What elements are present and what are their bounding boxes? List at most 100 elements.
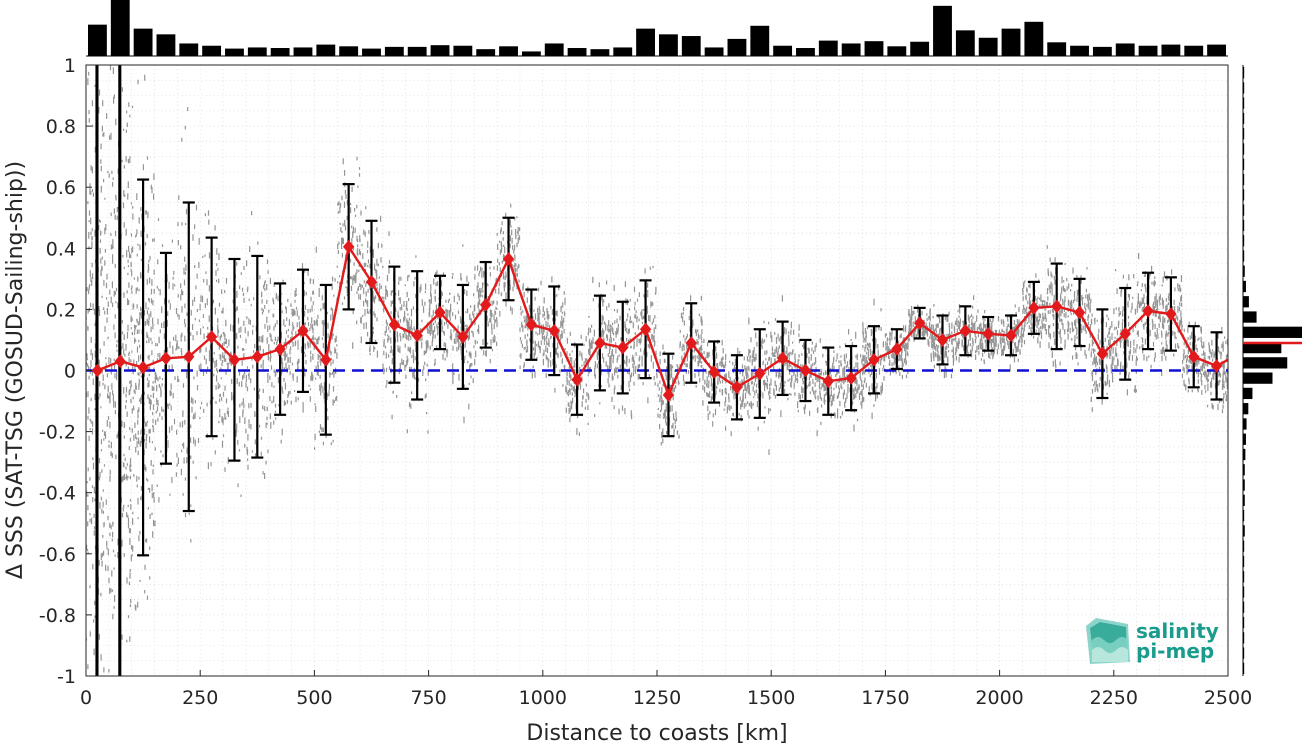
y-tick-label: 0.6 [46,177,76,199]
top-histogram-bar [704,47,724,56]
right-histogram-bar [1243,494,1245,506]
mean-marker [1142,304,1154,318]
top-histogram-bar [1207,44,1226,56]
mean-marker [1028,301,1040,315]
mean-marker [571,372,583,387]
right-histogram-bar [1243,143,1245,155]
right-histogram-bar [1243,311,1257,323]
y-axis-ticks: -1 -0.8 -0.6 -0.4 -0.2 0 0.2 0.4 0.6 0.8 1 [39,55,92,688]
top-histogram-bar [1047,42,1067,56]
right-histogram-bar [1243,418,1247,430]
salinity-pi-mep-logo: salinity pi-mep [1086,618,1219,664]
x-tick-label: 0 [80,687,92,709]
mean-marker [708,365,720,379]
right-histogram-bar [1243,616,1245,629]
top-histogram-bar [133,28,153,56]
right-histogram-bar [1243,555,1245,568]
top-histogram-bar [1138,45,1158,56]
mean-marker [91,363,104,378]
right-histogram-bar [1243,448,1246,461]
top-histogram-bar [910,41,930,56]
mean-marker [365,275,378,289]
x-tick-label: 750 [410,687,446,709]
top-histogram-bar [156,34,176,56]
right-histogram-bar [1243,632,1245,644]
right-histogram-bar [1243,296,1249,308]
x-tick-label: 500 [296,687,332,709]
mean-marker [845,371,857,385]
y-axis-label: Δ SSS (SAT-TSG (GOSUD-Sailing-ship)) [3,161,28,579]
right-histogram-bar [1243,357,1288,369]
top-histogram-bar [384,46,404,56]
x-tick-label: 1250 [633,687,681,709]
mean-marker [868,353,880,367]
top-histogram-bar [773,45,793,56]
top-histogram-bar [933,5,952,56]
mean-marker [114,354,126,369]
top-histogram [86,0,1228,57]
logo-text-pi-mep: pi-mep [1136,639,1214,663]
top-histogram-bar [225,48,244,56]
mean-marker [228,353,241,367]
right-histogram-bar [1243,586,1245,598]
y-tick-label: 0.4 [46,238,76,260]
right-histogram-bar [1243,464,1245,476]
right-histogram-bar [1243,235,1245,247]
x-tick-label: 1750 [861,687,909,709]
top-histogram-bar [110,0,130,56]
top-histogram-bar [247,47,267,56]
y-tick-label: 0.2 [46,299,76,321]
mean-marker [457,330,469,344]
x-tick-label: 250 [182,687,218,709]
x-axis-label: Distance to coasts [km] [526,721,787,745]
x-tick-label: 2000 [975,687,1023,709]
y-tick-label: 0 [64,361,76,383]
mean-marker [388,317,400,332]
right-histogram-bar [1243,189,1245,201]
mean-marker [1051,299,1063,314]
x-tick-label: 1000 [519,687,567,709]
top-histogram-bar [430,45,450,56]
right-histogram-bar [1243,250,1245,262]
mean-marker [822,374,834,388]
mean-marker [274,342,286,356]
top-histogram-bar [476,49,496,56]
top-histogram-bar [750,25,770,56]
top-histogram-bar [293,47,313,56]
mean-marker [205,330,218,344]
top-histogram-bar [659,34,678,56]
top-histogram-bar [270,48,290,56]
top-histogram-bar [681,36,701,56]
mean-marker [1096,346,1109,361]
mean-marker [548,324,560,338]
mean-marker [754,366,766,381]
top-histogram-bar [887,46,907,56]
mean-marker [320,353,332,367]
x-tick-label: 2500 [1204,687,1252,709]
mean-marker [639,322,652,337]
mean-marker [685,336,697,350]
right-histogram-bar [1243,128,1245,140]
top-histogram-bar [499,46,518,56]
mean-marker [936,333,949,347]
top-histogram-bar [1070,45,1089,56]
mean-marker [982,327,994,341]
y-tick-label: 1 [64,55,76,77]
top-histogram-bar [1092,46,1112,56]
mean-marker [594,336,606,350]
mean-marker [1005,328,1017,343]
right-histogram-bar [1243,112,1245,125]
mean-marker [1188,349,1200,364]
right-histogram-bar [1243,326,1302,338]
right-histogram-bar [1243,509,1245,522]
top-histogram-bar [339,46,359,56]
mean-marker [183,349,195,364]
right-histogram-bar [1243,158,1245,170]
x-tick-label: 2250 [1090,687,1138,709]
mean-marker [502,252,515,266]
mean-marker [959,324,971,338]
top-histogram-bar [316,44,336,56]
right-histogram [1242,65,1302,676]
right-histogram-bar [1243,204,1245,216]
top-histogram-bar [864,41,884,56]
